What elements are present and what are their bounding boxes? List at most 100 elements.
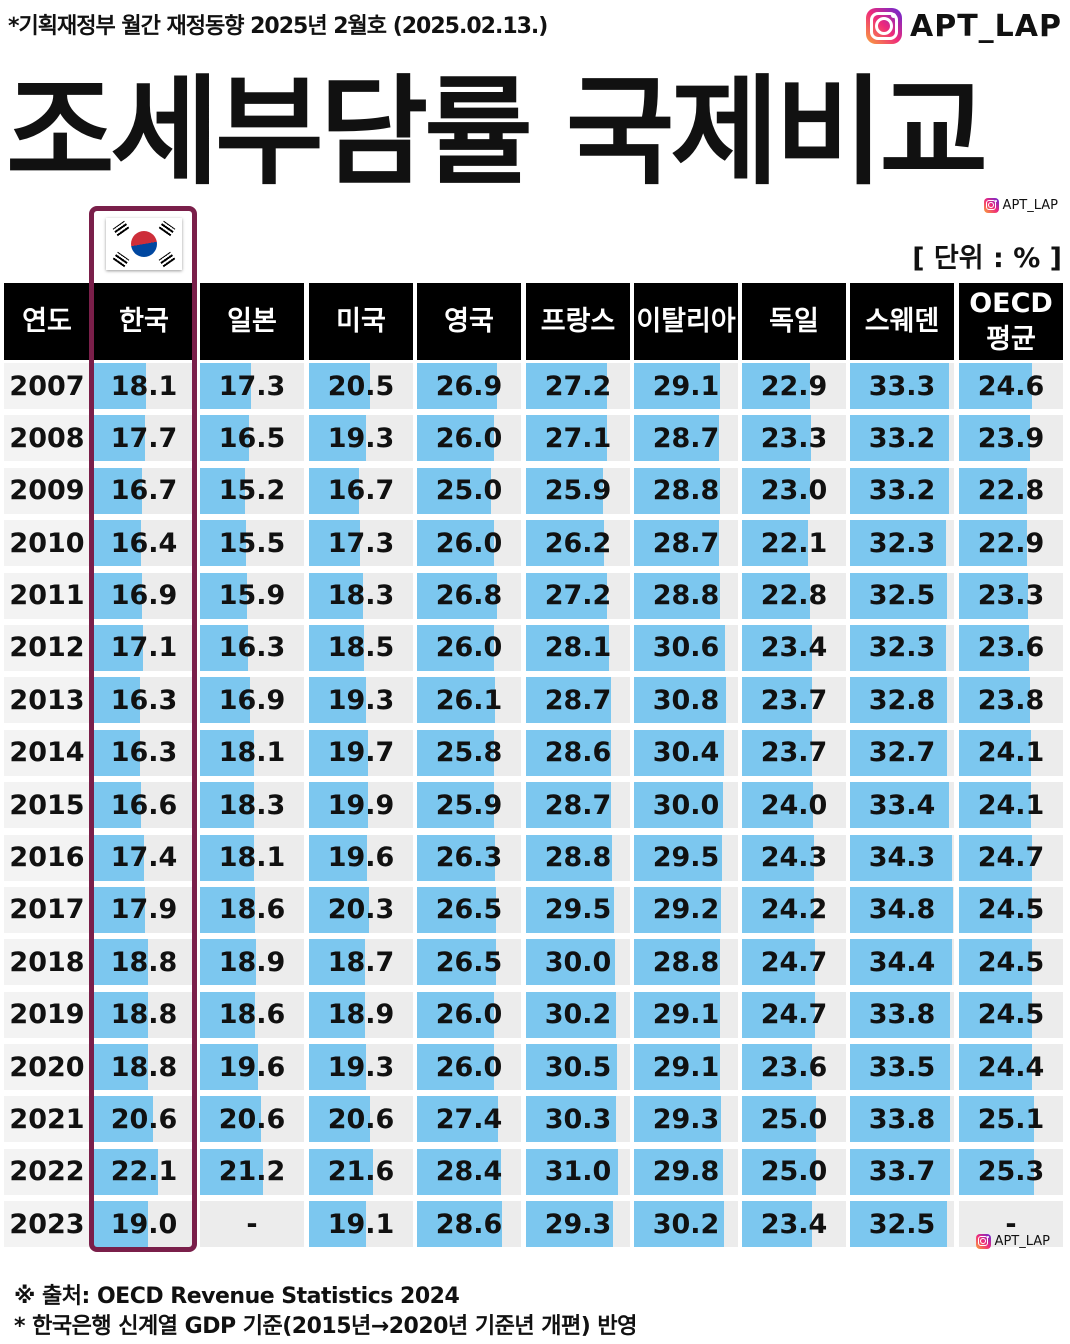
- value-label: 16.3: [110, 684, 178, 716]
- value-label: 15.2: [218, 475, 286, 507]
- value-cell: -: [200, 1201, 304, 1248]
- value-cell: 26.0: [417, 1044, 521, 1091]
- value-bar: [959, 834, 1033, 881]
- value-cell: 29.1: [634, 363, 738, 409]
- value-cell: 16.3: [92, 677, 196, 724]
- value-label: 23.6: [760, 1051, 828, 1083]
- value-label: 17.1: [110, 632, 178, 664]
- value-cell: 24.7: [959, 834, 1063, 881]
- value-label: 33.2: [868, 475, 936, 507]
- value-cell: 19.6: [200, 1044, 304, 1091]
- table-row: 2012 17.1 16.3 18.5 26.0 28.1 30.6 23.4 32.3 23.6: [4, 622, 1066, 674]
- value-label: 28.8: [652, 475, 720, 507]
- value-bar: [850, 834, 952, 881]
- value-cell: 24.5: [959, 991, 1063, 1038]
- value-bar: [526, 834, 612, 881]
- value-bar: [417, 677, 495, 724]
- value-bar: [959, 467, 1027, 514]
- value-label: 34.4: [868, 946, 936, 978]
- footnote-source: ※ 출처: OECD Revenue Statistics 2024: [14, 1284, 460, 1309]
- value-bar: [959, 520, 1028, 567]
- value-label: 29.5: [652, 842, 720, 874]
- value-cell: 23.3: [959, 572, 1063, 619]
- table-row: 2008 17.7 16.5 19.3 26.0 27.1 28.7 23.3 33.2 23.9: [4, 412, 1066, 464]
- value-cell: 25.3: [959, 1148, 1063, 1195]
- value-cell: 26.2: [526, 520, 630, 567]
- value-label: 16.9: [110, 580, 178, 612]
- value-bar: [634, 467, 720, 514]
- value-label: 19.3: [327, 422, 395, 454]
- value-label: 21.2: [218, 1156, 286, 1188]
- value-bar: [959, 1044, 1032, 1091]
- value-bar: [417, 729, 494, 776]
- value-cell: 17.1: [92, 624, 196, 671]
- value-label: 24.5: [977, 894, 1045, 926]
- value-cell: 17.3: [200, 363, 304, 409]
- value-label: 33.8: [868, 1103, 936, 1135]
- value-bar: [92, 1201, 149, 1248]
- value-bar: [850, 1044, 950, 1091]
- value-bar: [634, 1201, 724, 1248]
- value-label: 19.3: [327, 1051, 395, 1083]
- value-bar: [92, 677, 141, 724]
- value-bar: [309, 991, 366, 1038]
- value-bar: [959, 624, 1030, 671]
- table-row: 2018 18.8 18.9 18.7 26.5 30.0 28.8 24.7 34.4 24.5: [4, 936, 1066, 988]
- value-cell: 34.3: [850, 834, 954, 881]
- value-bar: [742, 1096, 817, 1143]
- value-cell: 18.9: [309, 991, 413, 1038]
- value-bar: [92, 624, 143, 671]
- value-bar: [92, 520, 141, 567]
- value-bar: [309, 520, 361, 567]
- value-bar: [200, 624, 249, 671]
- value-bar: [200, 991, 256, 1038]
- value-cell: 20.6: [200, 1096, 304, 1143]
- value-label: 18.1: [218, 842, 286, 874]
- table-row: 2020 18.8 19.6 19.3 26.0 30.5 29.1 23.6 33.5 24.4: [4, 1041, 1066, 1093]
- table-row: 2016 17.4 18.1 19.6 26.3 28.8 29.5 24.3 34.3 24.7: [4, 832, 1066, 884]
- value-label: 24.2: [760, 894, 828, 926]
- value-label: 22.8: [760, 580, 828, 612]
- value-cell: 30.3: [526, 1096, 630, 1143]
- value-cell: 19.9: [309, 782, 413, 829]
- value-cell: 30.6: [634, 624, 738, 671]
- value-bar: [634, 1044, 721, 1091]
- value-cell: 15.9: [200, 572, 304, 619]
- column-header: 프랑스: [526, 283, 630, 360]
- value-label: 18.7: [327, 946, 395, 978]
- value-label: 20.6: [327, 1103, 395, 1135]
- column-header: OECD 평균: [959, 283, 1063, 360]
- value-cell: 24.4: [959, 1044, 1063, 1091]
- value-bar: [92, 834, 144, 881]
- value-cell: 26.0: [417, 520, 521, 567]
- value-cell: 30.2: [526, 991, 630, 1038]
- value-cell: 28.7: [634, 520, 738, 567]
- brand-name: APT_LAP: [910, 8, 1062, 44]
- value-label: 29.1: [652, 999, 720, 1031]
- value-label: 17.3: [218, 370, 286, 402]
- value-label: 17.7: [110, 422, 178, 454]
- value-bar: [417, 624, 495, 671]
- value-cell: 33.2: [850, 467, 954, 514]
- column-header: 스웨덴: [850, 283, 954, 360]
- value-bar: [309, 729, 368, 776]
- value-cell: 25.0: [742, 1148, 846, 1195]
- value-cell: 26.5: [417, 939, 521, 986]
- value-cell: 28.1: [526, 624, 630, 671]
- table-row: 2014 16.3 18.1 19.7 25.8 28.6 30.4 23.7 32.7 24.1: [4, 727, 1066, 779]
- value-label: 30.8: [652, 684, 720, 716]
- value-label: 26.0: [435, 999, 503, 1031]
- value-cell: 15.5: [200, 520, 304, 567]
- value-cell: 25.1: [959, 1096, 1063, 1143]
- value-label: 32.8: [868, 684, 936, 716]
- year-cell: 2007: [4, 363, 90, 409]
- value-bar: [526, 782, 612, 829]
- value-label: 25.0: [760, 1156, 828, 1188]
- table-row: 2019 18.8 18.6 18.9 26.0 30.2 29.1 24.7 33.8 24.5: [4, 989, 1066, 1041]
- value-label: 20.3: [327, 894, 395, 926]
- column-header-text: 연도: [22, 305, 72, 337]
- value-label: 27.4: [435, 1103, 503, 1135]
- value-bar: [634, 415, 720, 462]
- value-cell: 30.8: [634, 677, 738, 724]
- value-label: 22.1: [110, 1156, 178, 1188]
